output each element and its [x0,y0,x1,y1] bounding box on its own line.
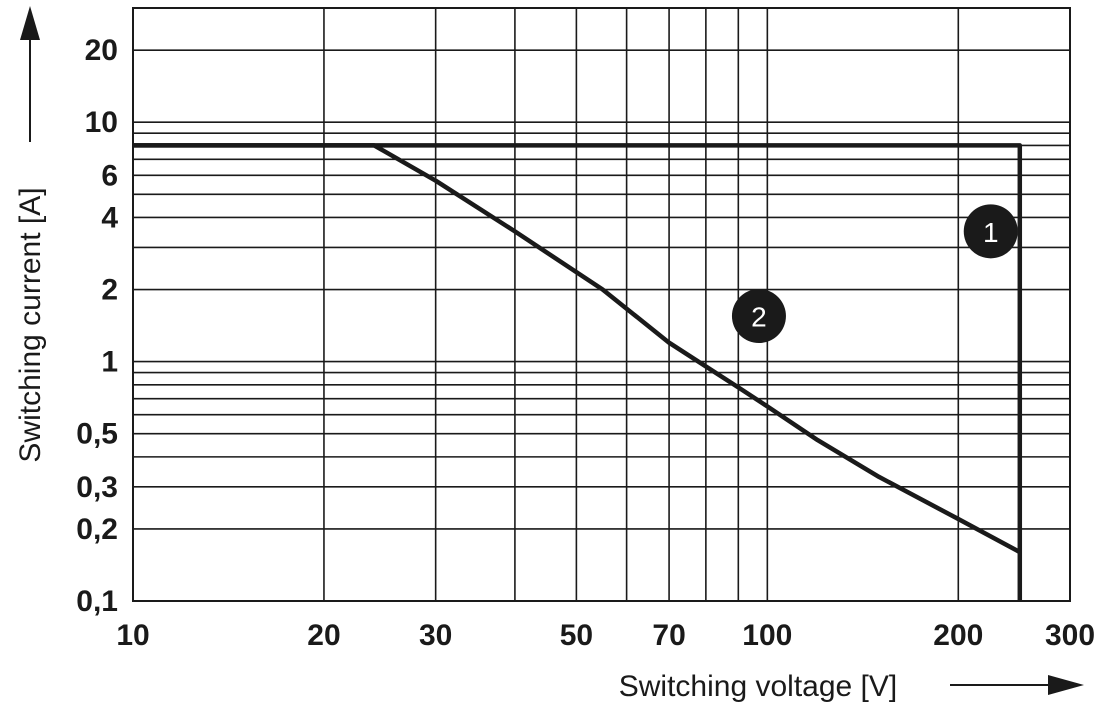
x-tick-label-300: 300 [1045,619,1095,652]
y-tick-label-6: 6 [101,159,118,192]
x-tick-label-30: 30 [419,619,452,652]
x-tick-label-70: 70 [652,619,685,652]
y-tick-label-4: 4 [101,201,118,234]
x-tick-label-100: 100 [742,619,792,652]
series-marker-circle [963,204,1018,259]
x-tick-label-200: 200 [933,619,983,652]
y-tick-label-20: 20 [85,34,118,67]
y-tick-label-10: 10 [85,106,118,139]
annotations: 12 [731,204,1018,344]
y-tick-label-0,3: 0,3 [76,471,118,504]
y-axis-title: Switching current [A] [14,187,47,462]
x-tick-label-10: 10 [116,619,149,652]
y-tick-label-1: 1 [101,346,118,379]
series-marker-1: 1 [963,204,1018,259]
grid [133,8,1070,601]
y-axis-arrow [20,6,40,142]
series-layer [133,143,1023,601]
y-tick-label-0,1: 0,1 [76,585,118,618]
series-line-1 [133,143,1023,601]
y-tick-label-0,2: 0,2 [76,513,118,546]
y-tick-label-2: 2 [101,274,118,307]
plot-frame [132,7,1071,602]
series-marker-2: 2 [731,289,786,344]
x-axis-title: Switching voltage [V] [619,670,897,703]
series-marker-label: 2 [751,302,767,333]
y-tick-label-0,5: 0,5 [76,418,118,451]
series-marker-label: 1 [983,217,999,248]
series-line-2 [133,143,1021,555]
series-marker-circle [731,289,786,344]
x-tick-label-20: 20 [307,619,340,652]
x-axis-arrow [950,675,1084,695]
x-tick-label-50: 50 [560,619,593,652]
